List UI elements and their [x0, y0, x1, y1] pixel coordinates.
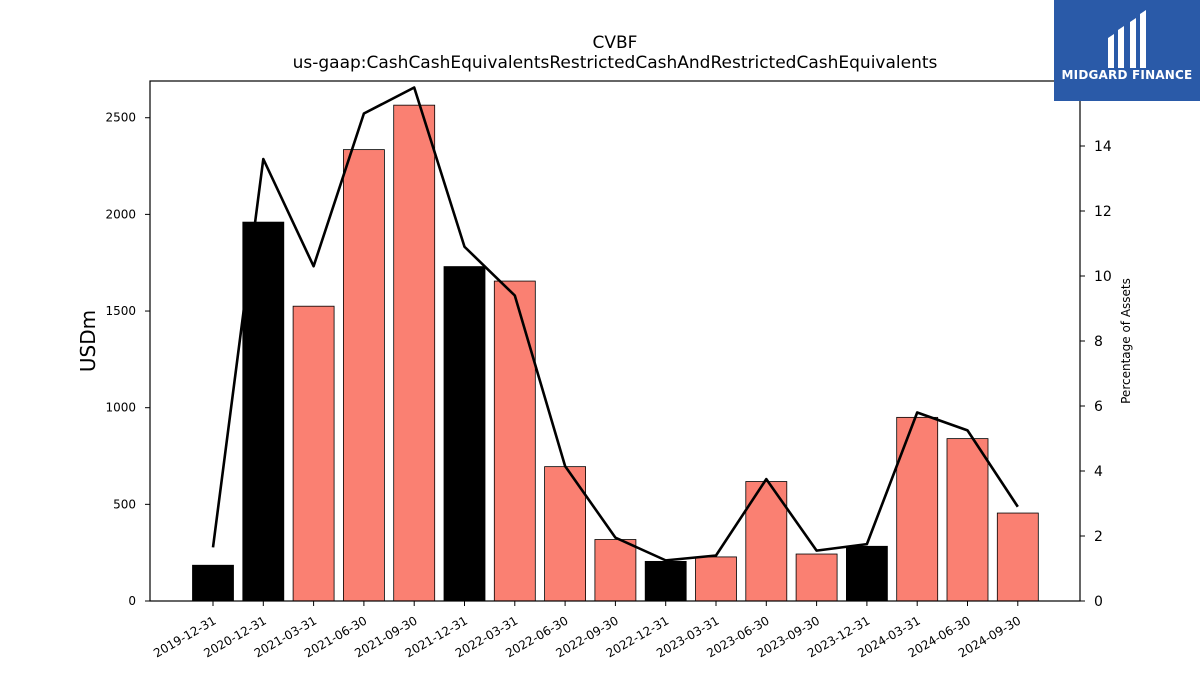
chart-title: CVBF: [593, 33, 638, 53]
bar: [493, 280, 536, 602]
y-tick-label: 1500: [105, 304, 136, 318]
bar: [594, 539, 637, 602]
y-tick-label: 0: [128, 594, 136, 608]
bar: [192, 564, 234, 602]
bar: [846, 545, 888, 602]
plot-frame: [149, 80, 1081, 602]
bar: [946, 438, 989, 602]
y2-axis-label: Percentage of Assets: [1119, 278, 1133, 404]
x-axis: 2019-12-312020-12-312021-03-312021-06-30…: [151, 601, 1023, 660]
bar: [996, 512, 1039, 602]
y2-tick-label: 2: [1094, 529, 1103, 545]
bar: [393, 104, 436, 602]
chart-subtitle: us-gaap:CashCashEquivalentsRestrictedCas…: [293, 53, 938, 73]
y2-tick-label: 4: [1094, 464, 1103, 480]
y-tick-label: 1000: [105, 401, 136, 415]
y-axis-label: USDm: [76, 310, 100, 372]
bar: [443, 266, 486, 602]
line-group: [211, 86, 1019, 562]
percentage-line: [211, 86, 1019, 562]
bar: [544, 466, 586, 602]
y-tick-label: 500: [113, 497, 136, 511]
y-tick-label: 2500: [105, 111, 136, 125]
bar: [292, 305, 335, 602]
bar: [695, 556, 737, 602]
y2-tick-label: 8: [1094, 334, 1103, 350]
right-axis: 0246810121416: [1080, 74, 1112, 610]
bar: [896, 416, 939, 602]
midgard-logo-icon: [1108, 10, 1146, 68]
brand-logo: MIDGARD FINANCE: [1054, 0, 1200, 101]
y2-tick-label: 10: [1094, 269, 1112, 285]
logo-text: MIDGARD FINANCE: [1061, 68, 1193, 82]
bars-group: [192, 104, 1039, 602]
left-axis: 0 500 1000 1500 2000 2500: [105, 111, 150, 608]
bar: [644, 560, 687, 602]
y2-tick-label: 6: [1094, 399, 1103, 415]
bar: [342, 149, 385, 602]
y-tick-label: 2000: [105, 207, 136, 221]
y2-tick-label: 0: [1094, 594, 1103, 610]
y2-tick-label: 12: [1094, 204, 1112, 220]
bar: [242, 221, 285, 602]
bar: [795, 553, 838, 602]
y2-tick-label: 14: [1094, 139, 1112, 155]
